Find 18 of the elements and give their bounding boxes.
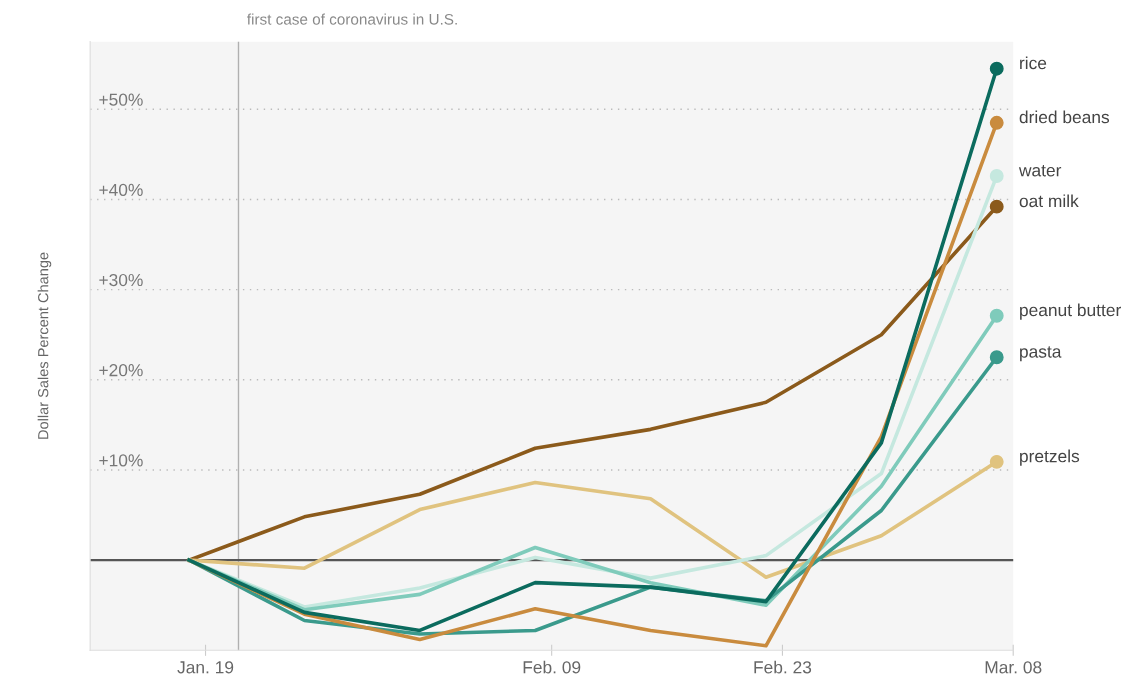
y-tick-label: +50% <box>99 93 143 106</box>
y-tick-label: +20% <box>99 364 143 377</box>
series-label: rice <box>1020 56 1047 70</box>
y-tick-label: +30% <box>99 273 143 287</box>
series-label: dried beans <box>1019 110 1110 124</box>
ref-line-label: first case of coronavirus in U.S. <box>247 13 457 25</box>
y-axis-title: Dollar Sales Percent Change <box>37 252 52 439</box>
series-label: water <box>1018 165 1062 177</box>
x-tick-label: Jan. 19 <box>177 661 234 674</box>
series-label: peanut butter <box>1020 303 1121 320</box>
x-tick-label: Mar. 08 <box>985 661 1042 674</box>
y-tick-label: +10% <box>99 454 143 467</box>
series-label: pasta <box>1020 346 1062 362</box>
series-label: oat milk <box>1019 194 1079 208</box>
x-tick-label: Feb. 23 <box>754 660 812 674</box>
x-tick-label: Feb. 09 <box>523 660 581 674</box>
series-label: pretzels <box>1020 449 1080 466</box>
y-tick-label: +40% <box>99 183 143 196</box>
